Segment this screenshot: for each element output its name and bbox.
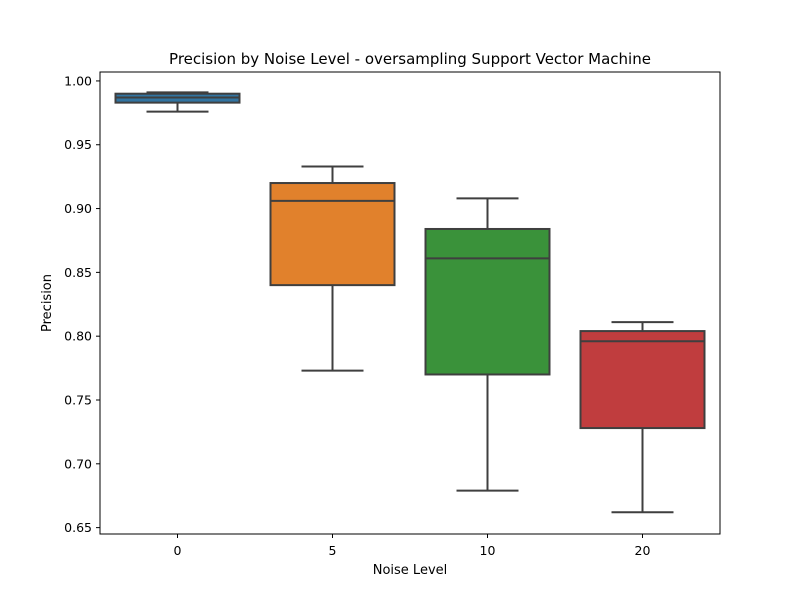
x-axis-label: Noise Level (373, 563, 448, 578)
chart-title: Precision by Noise Level - oversampling … (169, 50, 651, 68)
y-tick-label: 0.95 (64, 137, 92, 152)
box-iqr (424, 227, 551, 376)
box-5 (269, 165, 396, 372)
x-tick-label: 0 (174, 543, 182, 558)
axes-frame (99, 71, 721, 535)
x-tick-label: 10 (480, 543, 496, 558)
y-axis-ticks: 0.65 0.70 0.75 0.80 0.85 0.90 0.95 1.00 (64, 73, 100, 535)
x-axis-ticks: 0 5 10 20 (174, 534, 651, 558)
plot-area (114, 91, 706, 514)
y-axis-label: Precision (40, 274, 55, 332)
y-tick-label: 0.70 (64, 456, 92, 471)
box-10 (424, 197, 551, 492)
x-tick-label: 20 (635, 543, 651, 558)
x-tick-label: 5 (329, 543, 337, 558)
box-20 (579, 321, 706, 514)
y-tick-label: 0.85 (64, 265, 92, 280)
box-iqr (269, 182, 396, 287)
y-tick-label: 1.00 (64, 73, 92, 88)
box-0 (114, 91, 241, 113)
y-tick-label: 0.90 (64, 201, 92, 216)
y-tick-label: 0.65 (64, 520, 92, 535)
y-tick-label: 0.80 (64, 329, 92, 344)
y-tick-label: 0.75 (64, 392, 92, 407)
box-iqr (579, 330, 706, 430)
